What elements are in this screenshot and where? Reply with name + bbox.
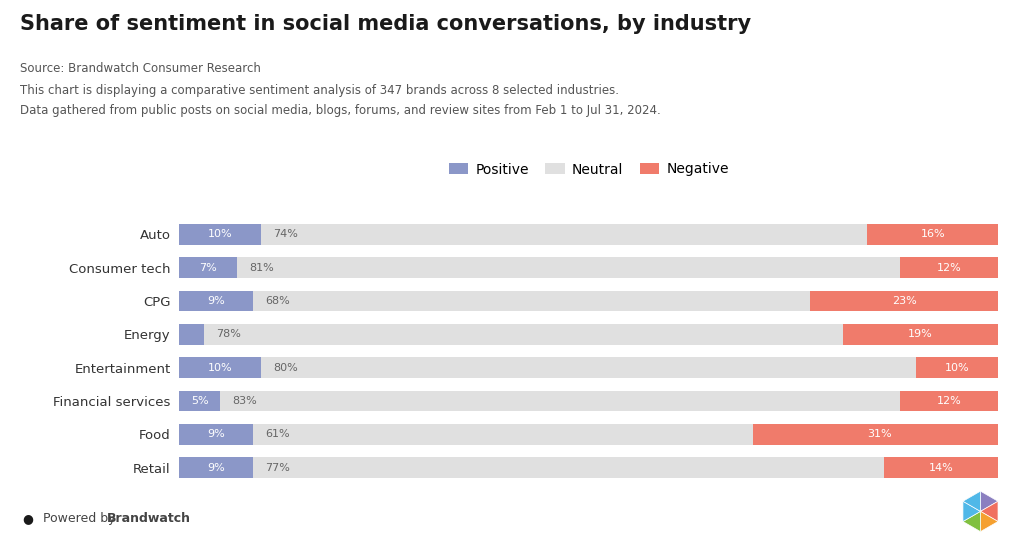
Bar — [900, 390, 998, 411]
Bar — [179, 324, 204, 345]
Text: ●: ● — [23, 512, 34, 525]
Text: 78%: 78% — [216, 329, 241, 339]
Bar — [810, 291, 998, 312]
Bar — [179, 357, 261, 378]
Text: 12%: 12% — [937, 262, 962, 273]
Text: This chart is displaying a comparative sentiment analysis of 347 brands across 8: This chart is displaying a comparative s… — [20, 84, 620, 97]
Text: Powered by: Powered by — [43, 512, 120, 525]
Text: 10%: 10% — [208, 230, 232, 239]
Text: 31%: 31% — [867, 429, 892, 440]
Text: 74%: 74% — [273, 230, 298, 239]
Polygon shape — [981, 511, 998, 531]
Text: 77%: 77% — [265, 463, 290, 472]
Bar — [261, 357, 916, 378]
Bar — [900, 258, 998, 278]
Polygon shape — [981, 501, 998, 522]
Text: 9%: 9% — [207, 463, 225, 472]
Polygon shape — [963, 491, 981, 511]
Text: 7%: 7% — [199, 262, 217, 273]
Text: Share of sentiment in social media conversations, by industry: Share of sentiment in social media conve… — [20, 14, 752, 33]
Bar — [179, 291, 253, 312]
Text: 80%: 80% — [273, 363, 298, 373]
Polygon shape — [981, 491, 998, 511]
Text: 16%: 16% — [921, 230, 945, 239]
Polygon shape — [963, 501, 981, 522]
Polygon shape — [963, 511, 981, 531]
Bar — [753, 424, 1007, 444]
Text: 23%: 23% — [892, 296, 916, 306]
Text: Data gathered from public posts on social media, blogs, forums, and review sites: Data gathered from public posts on socia… — [20, 104, 662, 117]
Text: 83%: 83% — [232, 396, 257, 406]
Bar — [204, 324, 843, 345]
Bar — [179, 424, 253, 444]
Bar — [237, 258, 900, 278]
Bar — [179, 224, 261, 245]
Bar — [916, 357, 998, 378]
Text: 5%: 5% — [190, 396, 209, 406]
Text: 12%: 12% — [937, 396, 962, 406]
Text: 81%: 81% — [249, 262, 273, 273]
Bar — [179, 258, 237, 278]
Legend: Positive, Neutral, Negative: Positive, Neutral, Negative — [443, 157, 734, 182]
Bar — [884, 457, 998, 478]
Text: 61%: 61% — [265, 429, 290, 440]
Bar — [261, 224, 867, 245]
Text: 14%: 14% — [929, 463, 953, 472]
Text: 9%: 9% — [207, 296, 225, 306]
Bar — [843, 324, 998, 345]
Bar — [253, 424, 753, 444]
Bar — [253, 457, 884, 478]
Bar — [179, 457, 253, 478]
Text: 10%: 10% — [208, 363, 232, 373]
Text: 19%: 19% — [908, 329, 933, 339]
Text: 9%: 9% — [207, 429, 225, 440]
Bar — [220, 390, 900, 411]
Bar — [179, 390, 220, 411]
Text: Source: Brandwatch Consumer Research: Source: Brandwatch Consumer Research — [20, 62, 261, 75]
Bar — [253, 291, 810, 312]
Text: Brandwatch: Brandwatch — [106, 512, 190, 525]
Text: 10%: 10% — [945, 363, 970, 373]
Bar — [867, 224, 998, 245]
Text: 68%: 68% — [265, 296, 290, 306]
